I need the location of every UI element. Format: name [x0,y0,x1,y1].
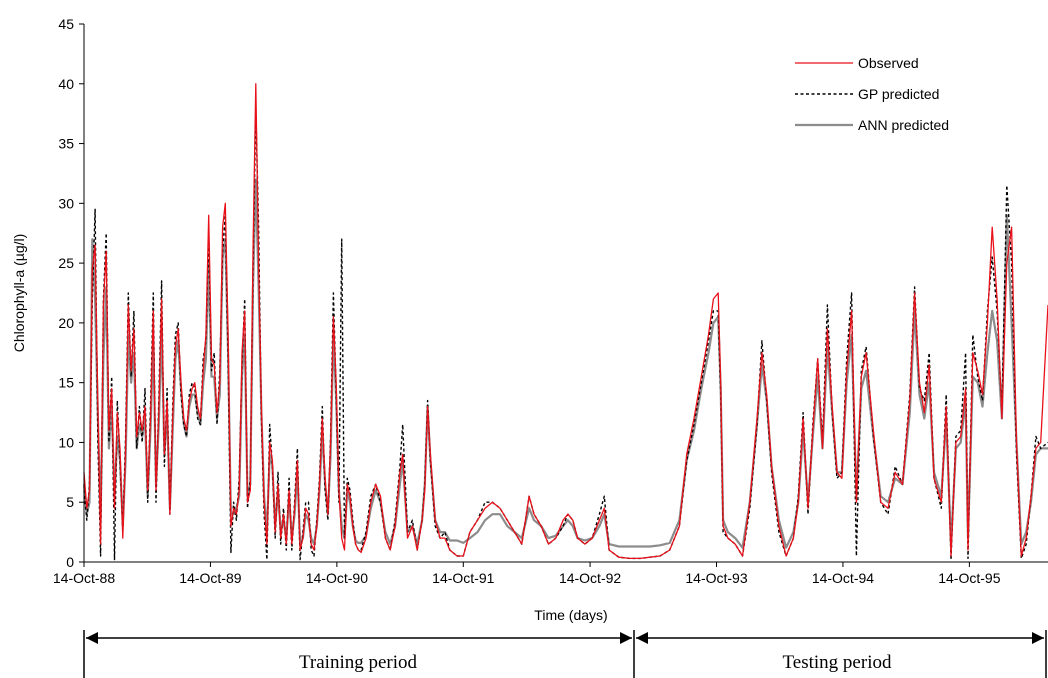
y-tick-label: 20 [58,315,74,331]
legend: Observed GP predicted ANN predicted [795,55,949,133]
testing-arrow-left-head [636,632,648,644]
y-tick-label: 40 [58,76,74,92]
y-tick-label: 10 [58,434,74,450]
x-tick-label: 14-Oct-89 [179,570,241,586]
x-ticks: 14-Oct-88 14-Oct-89 14-Oct-90 14-Oct-91 14-O… [53,562,1001,586]
y-ticks: 0 5 10 15 20 25 30 35 40 45 [58,16,84,570]
y-tick-label: 25 [58,255,74,271]
legend-label: GP predicted [858,86,939,102]
x-tick-label: 14-Oct-91 [432,570,494,586]
x-tick-label: 14-Oct-90 [306,570,368,586]
training-arrow-left-head [86,632,98,644]
x-tick-label: 14-Oct-93 [685,570,747,586]
training-period-label: Training period [299,652,418,673]
series-layer [82,83,1048,561]
series-line-observed [83,83,1048,560]
y-tick-label: 0 [66,554,74,570]
y-tick-label: 15 [58,375,74,391]
legend-label: Observed [858,55,919,71]
series-line-gp-predicted [83,107,1048,561]
testing-arrow-right-head [1032,632,1044,644]
y-tick-label: 45 [58,16,74,32]
y-axis-label: Chlorophyll-a (µg/l) [11,234,27,353]
x-tick-label: 14-Oct-88 [53,570,115,586]
training-arrow-right-head [620,632,632,644]
y-tick-label: 5 [66,494,74,510]
y-tick-label: 30 [58,195,74,211]
testing-period-label: Testing period [783,652,892,673]
x-tick-label: 14-Oct-95 [938,570,1000,586]
x-tick-label: 14-Oct-94 [812,570,874,586]
x-tick-label: 14-Oct-92 [559,570,621,586]
y-tick-label: 35 [58,136,74,152]
period-annotations: Training period Testing period [83,630,1047,678]
legend-label: ANN predicted [858,117,949,133]
x-axis-label: Time (days) [534,607,607,623]
